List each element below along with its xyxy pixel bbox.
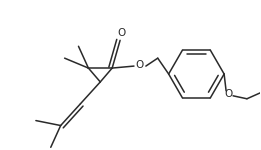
Text: O: O (117, 28, 125, 38)
Text: O: O (224, 89, 232, 99)
Text: O: O (136, 60, 144, 70)
